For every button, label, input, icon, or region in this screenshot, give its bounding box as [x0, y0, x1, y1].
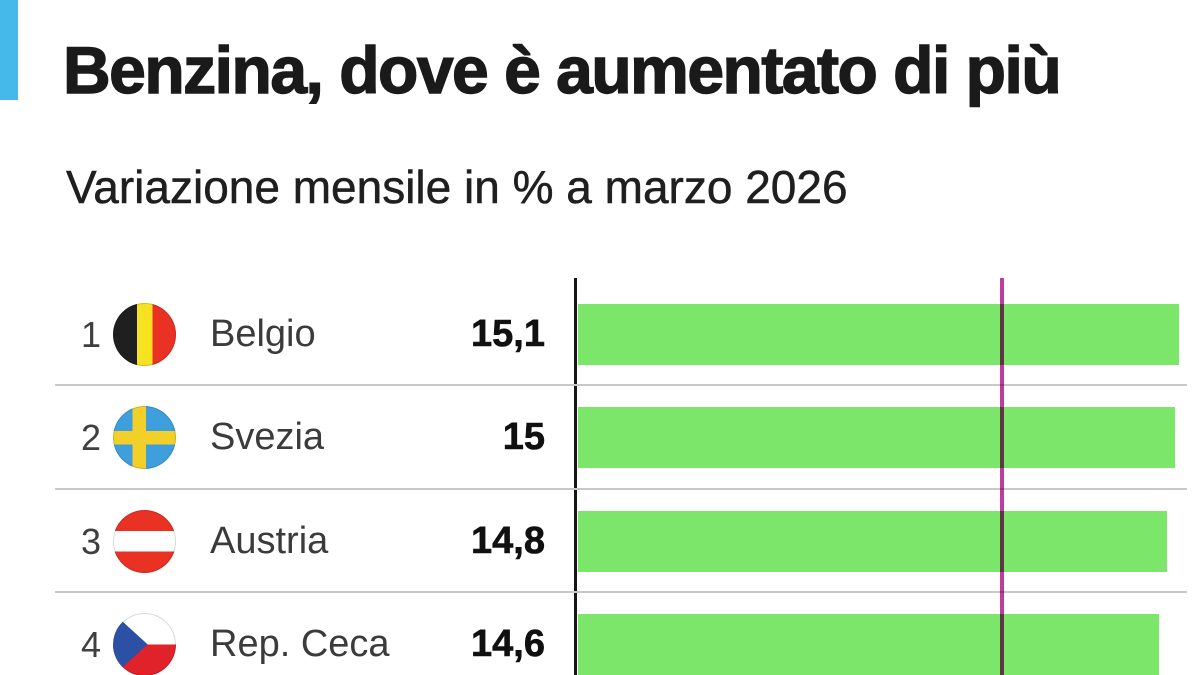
rank-label: 4 [80, 623, 102, 665]
chart-row: 2 Svezia 15 [0, 386, 1200, 490]
value-bar [578, 510, 1167, 572]
country-label: Belgio [210, 313, 316, 355]
flag-sweden-icon [113, 406, 176, 470]
country-label: Svezia [210, 416, 325, 459]
accent-bar [0, 0, 18, 100]
chart-row: 4 Rep. Ceca 14,6 [0, 593, 1200, 675]
chart-rows: 1 Belgio 15,1 2 Svezia 15 3 Austria 14,8 [0, 283, 1200, 675]
value-label: 14,8 [471, 519, 546, 562]
page-title: Benzina, dove è aumentato di più [62, 33, 1062, 107]
country-label: Austria [210, 519, 329, 562]
page-subtitle: Variazione mensile in % a marzo 2026 [66, 161, 848, 214]
rank-label: 1 [80, 314, 102, 355]
value-bar [578, 304, 1179, 365]
rank-label: 2 [80, 417, 102, 459]
row-divider [55, 384, 1187, 387]
row-divider [55, 590, 1187, 593]
country-label: Rep. Ceca [210, 622, 390, 665]
chart-row: 3 Austria 14,8 [0, 490, 1200, 593]
flag-belgium-icon [113, 303, 176, 366]
reference-line [1000, 278, 1004, 675]
value-label: 15 [502, 416, 545, 459]
chart-row: 1 Belgio 15,1 [0, 283, 1200, 387]
flag-austria-icon [113, 509, 176, 573]
value-bar [578, 407, 1175, 469]
value-bar [578, 613, 1159, 675]
bar-chart: 1 Belgio 15,1 2 Svezia 15 3 Austria 14,8 [0, 278, 1200, 675]
value-label: 14,6 [471, 622, 546, 666]
value-label: 15,1 [471, 313, 546, 356]
flag-czech-republic-icon [113, 612, 176, 675]
row-divider [55, 487, 1187, 490]
rank-label: 3 [80, 520, 102, 562]
axis-line [574, 278, 577, 675]
